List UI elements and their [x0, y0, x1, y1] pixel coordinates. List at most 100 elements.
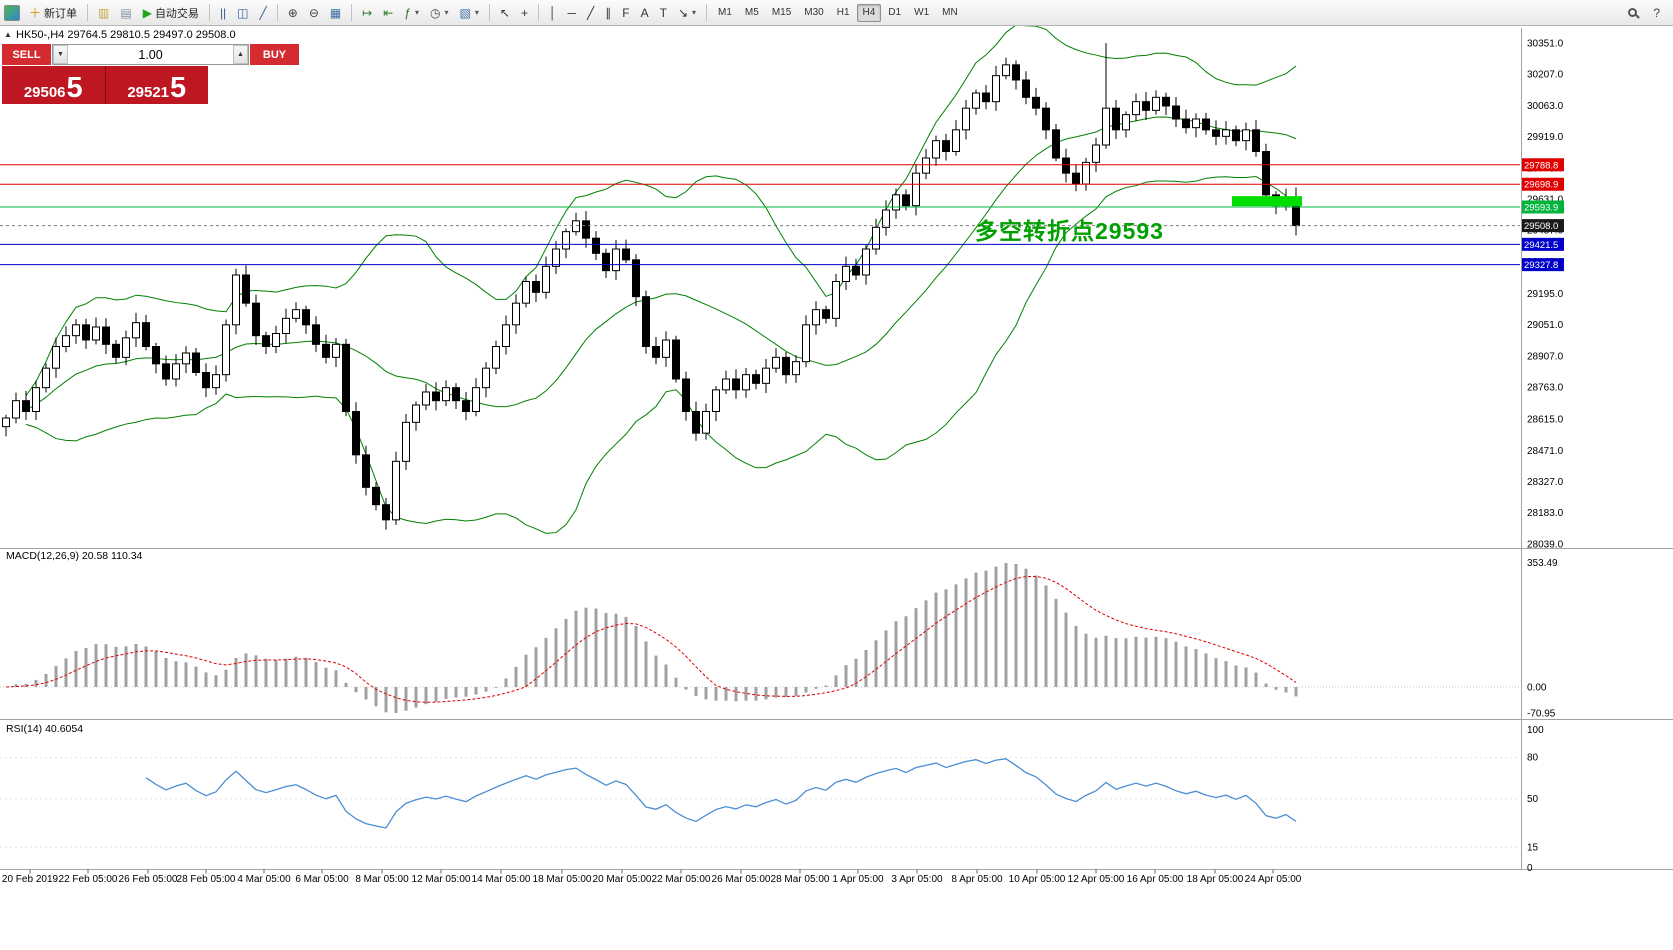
svg-text:29919.0: 29919.0: [1527, 132, 1564, 143]
timeframe-m5-button-label: M5: [744, 7, 759, 18]
candlestick-chart-button[interactable]: ◫: [232, 3, 253, 23]
timeframe-m1-button[interactable]: M1: [712, 4, 738, 22]
toolbar-group: M1 M5 M15 M30 H1 H4 D1 W1 MN: [712, 3, 964, 22]
svg-text:30351.0: 30351.0: [1527, 38, 1564, 49]
timeframe-h4-button[interactable]: H4: [856, 3, 882, 22]
svg-text:28 Mar 05:00: 28 Mar 05:00: [771, 874, 830, 885]
rsi-axis: 100 80 50 15 0: [1527, 725, 1544, 874]
svg-text:50: 50: [1527, 794, 1539, 805]
chevron-down-icon: ▾: [474, 8, 479, 17]
svg-text:1 Apr 05:00: 1 Apr 05:00: [832, 874, 884, 885]
svg-text:100: 100: [1527, 725, 1544, 736]
chart-shift-button[interactable]: ⇤: [378, 3, 398, 23]
fibonacci-button[interactable]: F: [617, 3, 634, 23]
chevron-down-icon: ▾: [692, 8, 697, 17]
timeframe-mn-button[interactable]: MN: [936, 4, 964, 22]
bar-chart-button[interactable]: ||: [215, 3, 231, 23]
toolbar-group: ↖ +: [495, 3, 533, 23]
panel-collapse-icon[interactable]: ▲: [4, 30, 12, 39]
trendline-icon: ╱: [587, 5, 595, 20]
charts-button[interactable]: ▥: [93, 3, 114, 23]
periods-button[interactable]: ◷ ▾: [425, 3, 454, 23]
channel-button[interactable]: ∥: [600, 3, 616, 23]
line-chart-icon: ╱: [259, 5, 267, 20]
timeframe-w1-button[interactable]: W1: [908, 4, 935, 22]
app-icon: [4, 4, 20, 21]
symbol-ohlc-text: HK50-,H4 29764.5 29810.5 29497.0 29508.0: [16, 29, 236, 41]
svg-text:8 Mar 05:00: 8 Mar 05:00: [355, 874, 409, 885]
crosshair-button[interactable]: +: [516, 3, 533, 23]
price-badges: 29788.8 29698.9 29593.9 29508.0 29421.5 29327…: [1522, 158, 1564, 272]
text-button[interactable]: A: [636, 3, 654, 23]
toolbar-group: │ ─ ╱ ∥ F A T ↘ ▾: [544, 3, 701, 23]
templates-button[interactable]: ▧ ▾: [455, 3, 484, 23]
auto-scroll-button[interactable]: ↦: [357, 3, 377, 23]
timeframe-m30-button[interactable]: M30: [798, 4, 829, 22]
svg-text:28615.0: 28615.0: [1527, 415, 1564, 426]
chevron-down-icon: ▾: [444, 8, 449, 17]
new-order-button[interactable]: ＋新订单: [24, 3, 82, 23]
lot-size-input[interactable]: [68, 45, 233, 64]
new-order-icon: ＋: [29, 5, 42, 20]
profiles-button[interactable]: ▤: [115, 3, 136, 23]
lot-increase-button[interactable]: ▲: [233, 45, 248, 64]
indicators-icon: ƒ: [404, 5, 412, 20]
svg-text:24 Apr 05:00: 24 Apr 05:00: [1245, 874, 1302, 885]
toolbar-separator: [706, 4, 708, 21]
autotrading-button[interactable]: ▶ 自动交易: [138, 3, 204, 23]
zoom-out-button[interactable]: ⊖: [304, 3, 324, 23]
timeframe-w1-button-label: W1: [914, 7, 930, 18]
svg-text:29698.9: 29698.9: [1524, 180, 1558, 191]
timeframe-m1-button-label: M1: [718, 7, 732, 18]
autotrading-button-label: 自动交易: [154, 7, 199, 20]
arrows-button[interactable]: ↘ ▾: [673, 3, 701, 23]
tile-windows-icon: ▦: [329, 5, 342, 20]
timeframe-m5-button[interactable]: M5: [739, 4, 765, 22]
svg-text:28763.0: 28763.0: [1527, 383, 1564, 394]
tile-windows-button[interactable]: ▦: [325, 3, 346, 23]
toolbar-group: || ◫ ╱: [215, 3, 272, 23]
vertical-line-button[interactable]: │: [544, 3, 562, 23]
buy-price-button[interactable]: 29521 5: [105, 66, 208, 105]
macd-signal-line: [5, 575, 1297, 703]
timeframe-d1-button-label: D1: [888, 7, 902, 18]
svg-text:12 Apr 05:00: 12 Apr 05:00: [1068, 874, 1125, 885]
time-axis: 20 Feb 2019 22 Feb 05:00 26 Feb 05:00 28 Fe…: [2, 869, 1302, 885]
svg-text:29421.5: 29421.5: [1524, 240, 1558, 251]
svg-text:10 Apr 05:00: 10 Apr 05:00: [1009, 874, 1066, 885]
svg-text:6 Mar 05:00: 6 Mar 05:00: [295, 874, 349, 885]
timeframe-h1-button[interactable]: H1: [831, 4, 856, 22]
lot-decrease-button[interactable]: ▼: [53, 45, 68, 64]
price-axis: 30351.030207.030063.029919.029775.029631…: [1527, 38, 1564, 550]
sell-button[interactable]: SELL: [2, 44, 51, 65]
indicators-button[interactable]: ƒ ▾: [399, 3, 424, 23]
svg-text:22 Mar 05:00: 22 Mar 05:00: [652, 874, 711, 885]
line-chart-button[interactable]: ╱: [255, 3, 272, 23]
svg-text:28471.0: 28471.0: [1527, 446, 1564, 457]
label-button[interactable]: T: [655, 3, 672, 23]
rsi-line: [145, 758, 1297, 829]
help-button[interactable]: ?: [1648, 3, 1665, 23]
buy-price-big-digit: 5: [170, 72, 187, 105]
new-order-button-label: 新订单: [44, 7, 78, 20]
svg-text:28327.0: 28327.0: [1527, 477, 1564, 488]
cursor-button[interactable]: ↖: [495, 3, 515, 23]
timeframe-d1-button[interactable]: D1: [882, 4, 907, 22]
help-icon: ?: [1653, 5, 1660, 20]
macd-histogram: [14, 563, 1298, 713]
timeframe-m15-button[interactable]: M15: [766, 4, 797, 22]
zoom-in-button[interactable]: ⊕: [283, 3, 303, 23]
buy-button[interactable]: BUY: [250, 44, 299, 65]
horizontal-line-button[interactable]: ─: [562, 3, 581, 23]
search-icon: [1628, 8, 1638, 17]
toolbar-group: ＋新订单: [4, 3, 82, 23]
candlestick-chart-icon: ◫: [237, 5, 249, 20]
search-button[interactable]: [1623, 3, 1642, 23]
trendline-button[interactable]: ╱: [582, 3, 599, 23]
svg-text:0: 0: [1527, 863, 1533, 874]
svg-text:-70.95: -70.95: [1527, 709, 1556, 720]
sell-price-button[interactable]: 29506 5: [2, 66, 106, 104]
